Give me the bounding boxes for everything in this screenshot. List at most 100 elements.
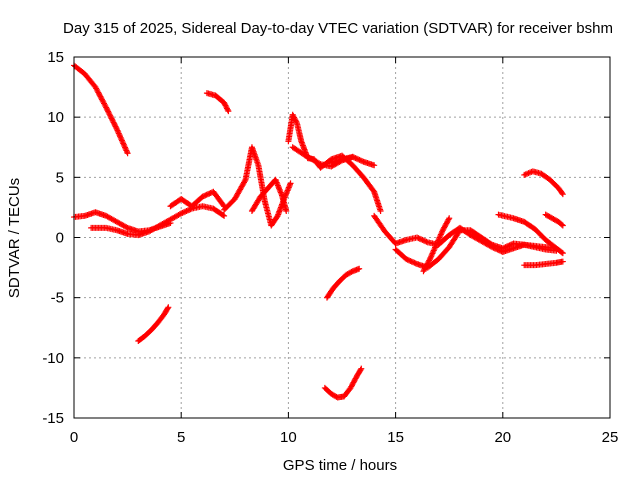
x-tick-label: 20 xyxy=(494,429,511,446)
series-track-6 xyxy=(203,90,232,115)
data-point xyxy=(359,158,366,165)
data-point xyxy=(109,118,116,125)
y-axis-label: SDTVAR / TECUs xyxy=(6,178,23,298)
y-tick-label: 5 xyxy=(56,169,64,186)
data-point xyxy=(105,109,112,116)
data-point xyxy=(357,366,364,373)
data-point xyxy=(103,104,110,111)
data-point xyxy=(178,210,185,217)
data-point xyxy=(559,258,566,265)
x-tick-label: 25 xyxy=(602,429,619,446)
series-track-5 xyxy=(135,304,172,344)
y-tick-label: -5 xyxy=(51,290,64,307)
data-point xyxy=(419,236,426,243)
series-track-11 xyxy=(328,153,378,169)
data-point xyxy=(113,124,120,131)
data-point xyxy=(107,112,114,119)
data-point xyxy=(123,224,130,231)
y-tick-label: 10 xyxy=(47,109,64,126)
data-point xyxy=(111,120,118,127)
x-axis-label: GPS time / hours xyxy=(283,457,397,474)
data-point xyxy=(287,180,294,187)
data-point xyxy=(176,211,183,218)
data-point xyxy=(559,222,566,229)
data-point xyxy=(356,156,363,163)
data-point xyxy=(179,209,186,216)
data-point xyxy=(165,304,172,311)
series-track-12 xyxy=(323,265,363,301)
data-point xyxy=(108,115,115,122)
data-point xyxy=(102,103,109,110)
data-point xyxy=(502,244,509,251)
data-point xyxy=(180,209,187,216)
data-point xyxy=(109,116,116,123)
data-point xyxy=(412,260,419,267)
data-point xyxy=(355,156,362,163)
grid-lines xyxy=(74,57,610,418)
series-track-8 xyxy=(248,176,290,215)
data-point xyxy=(203,191,210,198)
data-point xyxy=(503,243,510,250)
data-point xyxy=(186,206,193,213)
data-series xyxy=(71,62,566,401)
series-track-4 xyxy=(167,188,228,210)
series-track-1 xyxy=(71,62,131,157)
data-point xyxy=(202,192,209,199)
data-point xyxy=(371,162,378,169)
data-point xyxy=(420,237,427,244)
data-point xyxy=(357,157,364,164)
data-point xyxy=(352,155,359,162)
data-point xyxy=(426,257,433,264)
data-point xyxy=(273,214,280,221)
data-point xyxy=(316,160,323,167)
data-point xyxy=(183,208,190,215)
data-point xyxy=(406,257,412,264)
data-point xyxy=(358,365,365,372)
data-point xyxy=(416,235,423,242)
y-tick-label: 15 xyxy=(47,49,64,66)
data-point xyxy=(124,150,131,157)
series-track-17 xyxy=(495,211,566,257)
data-point xyxy=(221,212,228,219)
data-point xyxy=(103,105,110,112)
series-track-16 xyxy=(420,215,453,275)
data-point xyxy=(111,122,118,129)
x-tick-label: 15 xyxy=(387,429,404,446)
data-point xyxy=(558,189,565,196)
data-point xyxy=(184,207,191,214)
data-point xyxy=(219,212,226,219)
data-point xyxy=(499,245,506,252)
x-tick-label: 5 xyxy=(177,429,185,446)
data-point xyxy=(225,108,232,115)
data-point xyxy=(415,235,422,242)
data-point xyxy=(220,202,227,209)
data-point xyxy=(446,215,453,222)
axes: 0 5 10 15 20 25 -15 -10 -5 0 5 10 15 xyxy=(42,49,618,446)
data-point xyxy=(200,192,207,199)
data-point xyxy=(351,154,358,161)
data-point xyxy=(505,242,512,249)
data-point xyxy=(106,111,113,118)
data-point xyxy=(370,187,377,194)
data-point xyxy=(107,114,114,121)
data-point xyxy=(410,259,417,266)
data-point xyxy=(104,107,111,114)
series-track-3 xyxy=(88,203,228,239)
data-point xyxy=(349,153,356,160)
series-track-19 xyxy=(542,211,566,229)
data-point xyxy=(445,216,452,223)
x-tick-label: 10 xyxy=(280,429,297,446)
data-point xyxy=(404,256,411,263)
series-track-20 xyxy=(521,258,566,269)
data-point xyxy=(422,238,429,245)
data-point xyxy=(110,119,117,126)
data-point xyxy=(353,155,360,162)
data-point xyxy=(408,258,415,265)
data-point xyxy=(506,242,513,249)
x-tick-label: 0 xyxy=(70,429,78,446)
data-point xyxy=(377,208,384,215)
data-point xyxy=(206,190,213,197)
y-tick-label: 0 xyxy=(56,230,64,247)
